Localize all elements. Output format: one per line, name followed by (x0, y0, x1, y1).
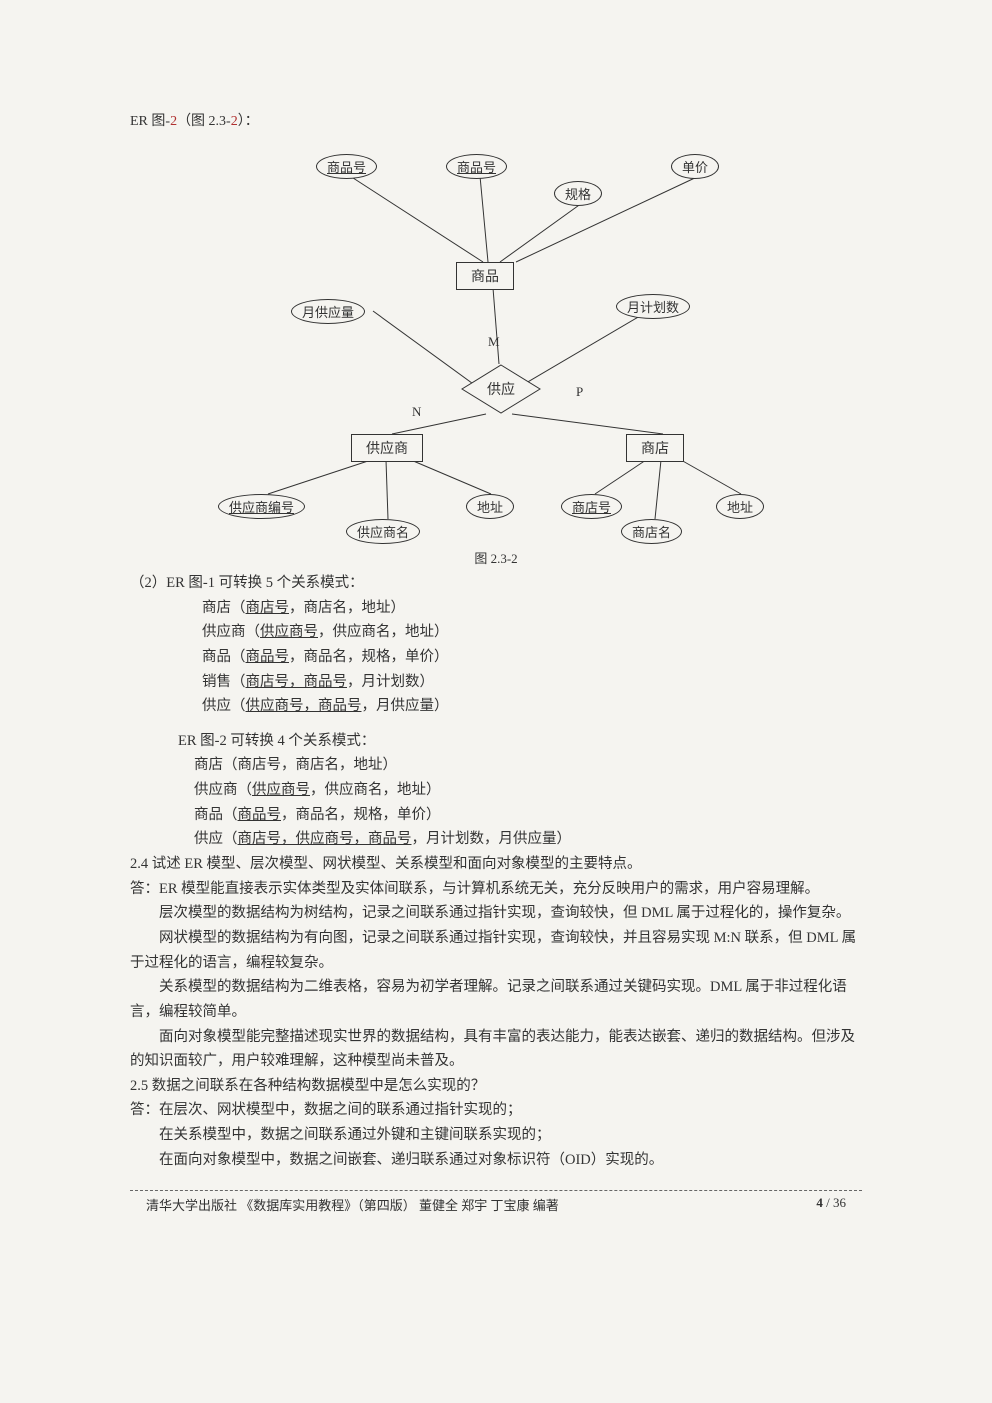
answer-paragraph: 关系模型的数据结构为二维表格，容易为初学者理解。记录之间联系通过关键码实现。DM… (130, 975, 862, 1024)
document-page: ER 图-2（图 2.3-2）： 商品 供应商 商店 供应 商品号 商品号 规格… (0, 0, 992, 1403)
entity-goods: 商品 (456, 262, 514, 290)
attr-addr-2: 地址 (716, 494, 764, 519)
cardinality-p: P (576, 384, 583, 400)
attr-monthly-plan: 月计划数 (616, 294, 690, 319)
schema-line: 供应商（供应商号，供应商名，地址） (130, 620, 862, 645)
attr-price: 单价 (671, 154, 719, 179)
schema-line: 商品（商品号，商品名，规格，单价） (130, 803, 862, 828)
q24: 2.4 试述 ER 模型、层次模型、网状模型、关系模型和面向对象模型的主要特点。 (130, 852, 862, 877)
er-diagram: 商品 供应商 商店 供应 商品号 商品号 规格 单价 月供应量 月计划数 供应商… (176, 134, 816, 554)
footer-separator (130, 1190, 862, 1191)
cardinality-m: M (488, 334, 500, 350)
answer-paragraph: 面向对象模型能完整描述现实世界的数据结构，具有丰富的表达能力，能表达嵌套、递归的… (130, 1025, 862, 1074)
schema-line: 商店（商店号，商店名，地址） (130, 753, 862, 778)
attr-monthly-supply: 月供应量 (291, 299, 365, 324)
attr-supplier-no: 供应商编号 (218, 494, 305, 519)
page-footer: 清华大学出版社 《数据库实用教程》（第四版） 董健全 郑宇 丁宝康 编著 4 /… (130, 1195, 862, 1214)
attr-goods-no-2: 商品号 (446, 154, 507, 179)
schema-line: 商品（商品号，商品名，规格，单价） (130, 645, 862, 670)
answer-paragraph: 网状模型的数据结构为有向图，记录之间联系通过指针实现，查询较快，并且容易实现 M… (130, 926, 862, 975)
schema-line: 供应商（供应商号，供应商名，地址） (130, 778, 862, 803)
answer-paragraph: 在面向对象模型中，数据之间嵌套、递归联系通过对象标识符（OID）实现的。 (130, 1148, 862, 1173)
attr-store-name: 商店名 (621, 519, 682, 544)
schema-line: 供应（供应商号，商品号，月供应量） (130, 694, 862, 719)
page-number: 4 / 36 (816, 1195, 862, 1211)
attr-addr-1: 地址 (466, 494, 514, 519)
figure-title: ER 图-2（图 2.3-2）： (130, 110, 862, 130)
schema-line: 商店（商店号，商店名，地址） (130, 596, 862, 621)
answer-paragraph: 答：在层次、网状模型中，数据之间的联系通过指针实现的； (130, 1098, 862, 1123)
answer-paragraph: 答：ER 模型能直接表示实体类型及实体间联系，与计算机系统无关，充分反映用户的需… (130, 877, 862, 902)
attr-goods-no-1: 商品号 (316, 154, 377, 179)
body-text: （2）ER 图-1 可转换 5 个关系模式： 商店（商店号，商店名，地址）供应商… (130, 571, 862, 1172)
attr-spec: 规格 (554, 181, 602, 206)
cardinality-n: N (412, 404, 421, 420)
q25: 2.5 数据之间联系在各种结构数据模型中是怎么实现的？ (130, 1074, 862, 1099)
section2-head: （2）ER 图-1 可转换 5 个关系模式： (130, 571, 862, 596)
entity-store: 商店 (626, 434, 684, 462)
schema-line: 供应（商店号，供应商号，商品号，月计划数，月供应量） (130, 827, 862, 852)
section3-head: ER 图-2 可转换 4 个关系模式： (130, 729, 862, 754)
attr-supplier-name: 供应商名 (346, 519, 420, 544)
answer-paragraph: 层次模型的数据结构为树结构，记录之间联系通过指针实现，查询较快，但 DML 属于… (130, 901, 862, 926)
answer-paragraph: 在关系模型中，数据之间联系通过外键和主键间联系实现的； (130, 1123, 862, 1148)
relationship-supply: 供应 (461, 364, 541, 414)
attr-store-no: 商店号 (561, 494, 622, 519)
schema-line: 销售（商店号，商品号，月计划数） (130, 670, 862, 695)
entity-supplier: 供应商 (351, 434, 423, 462)
